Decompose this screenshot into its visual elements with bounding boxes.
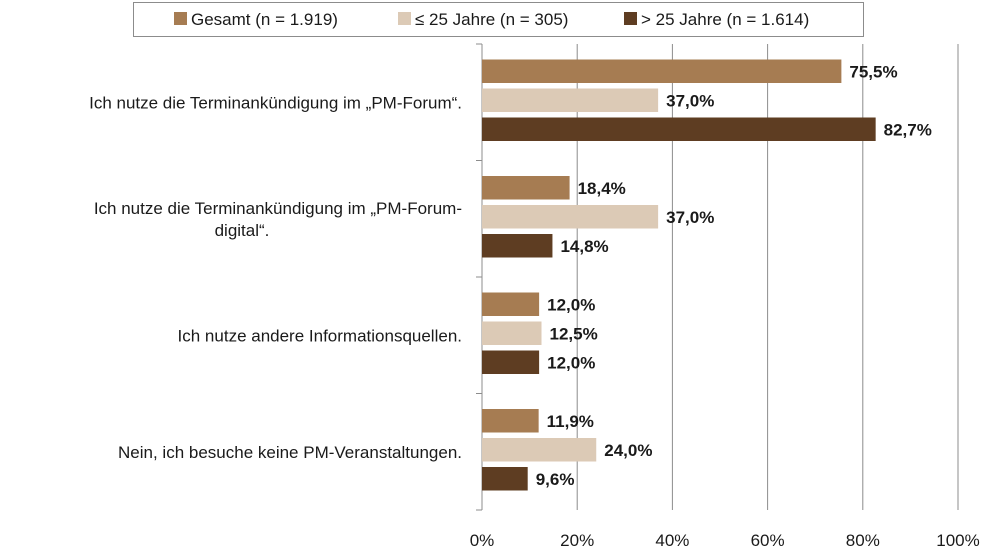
bar xyxy=(482,321,542,345)
x-tick-label: 60% xyxy=(751,531,785,550)
category-label: Ich nutze andere Informationsquellen. xyxy=(178,326,462,345)
data-label: 12,0% xyxy=(547,295,595,314)
category-label: Ich nutze die Terminankündigung im „PM-F… xyxy=(89,93,462,112)
data-label: 75,5% xyxy=(849,62,897,81)
data-label: 18,4% xyxy=(578,179,626,198)
data-label: 37,0% xyxy=(666,91,714,110)
bar xyxy=(482,234,553,258)
data-label: 37,0% xyxy=(666,208,714,227)
data-label: 24,0% xyxy=(604,441,652,460)
bar xyxy=(482,467,528,491)
legend-label: > 25 Jahre (n = 1.614) xyxy=(641,10,809,29)
data-label: 9,6% xyxy=(536,470,575,489)
category-label: Nein, ich besuche keine PM-Veranstaltung… xyxy=(118,443,462,462)
legend-swatch xyxy=(398,12,411,25)
x-tick-label: 40% xyxy=(655,531,689,550)
bar xyxy=(482,59,842,83)
data-label: 14,8% xyxy=(560,237,608,256)
legend-swatch xyxy=(174,12,187,25)
bar xyxy=(482,409,539,433)
data-label: 12,5% xyxy=(550,324,598,343)
x-tick-label: 80% xyxy=(846,531,880,550)
bar xyxy=(482,176,570,200)
bar xyxy=(482,205,659,229)
bar xyxy=(482,88,659,112)
bar xyxy=(482,438,597,462)
bar xyxy=(482,350,540,374)
data-label: 11,9% xyxy=(547,412,594,431)
x-tick-label: 0% xyxy=(470,531,495,550)
category-label: digital“. xyxy=(215,221,270,240)
bar xyxy=(482,117,876,141)
legend-box xyxy=(133,2,864,37)
data-label: 82,7% xyxy=(884,120,932,139)
data-label: 12,0% xyxy=(547,353,595,372)
x-tick-label: 100% xyxy=(936,531,979,550)
x-tick-label: 20% xyxy=(560,531,594,550)
bar xyxy=(482,292,540,316)
category-label: Ich nutze die Terminankündigung im „PM-F… xyxy=(94,199,462,218)
legend-swatch xyxy=(624,12,637,25)
legend-label: ≤ 25 Jahre (n = 305) xyxy=(415,10,568,29)
legend-label: Gesamt (n = 1.919) xyxy=(191,10,338,29)
